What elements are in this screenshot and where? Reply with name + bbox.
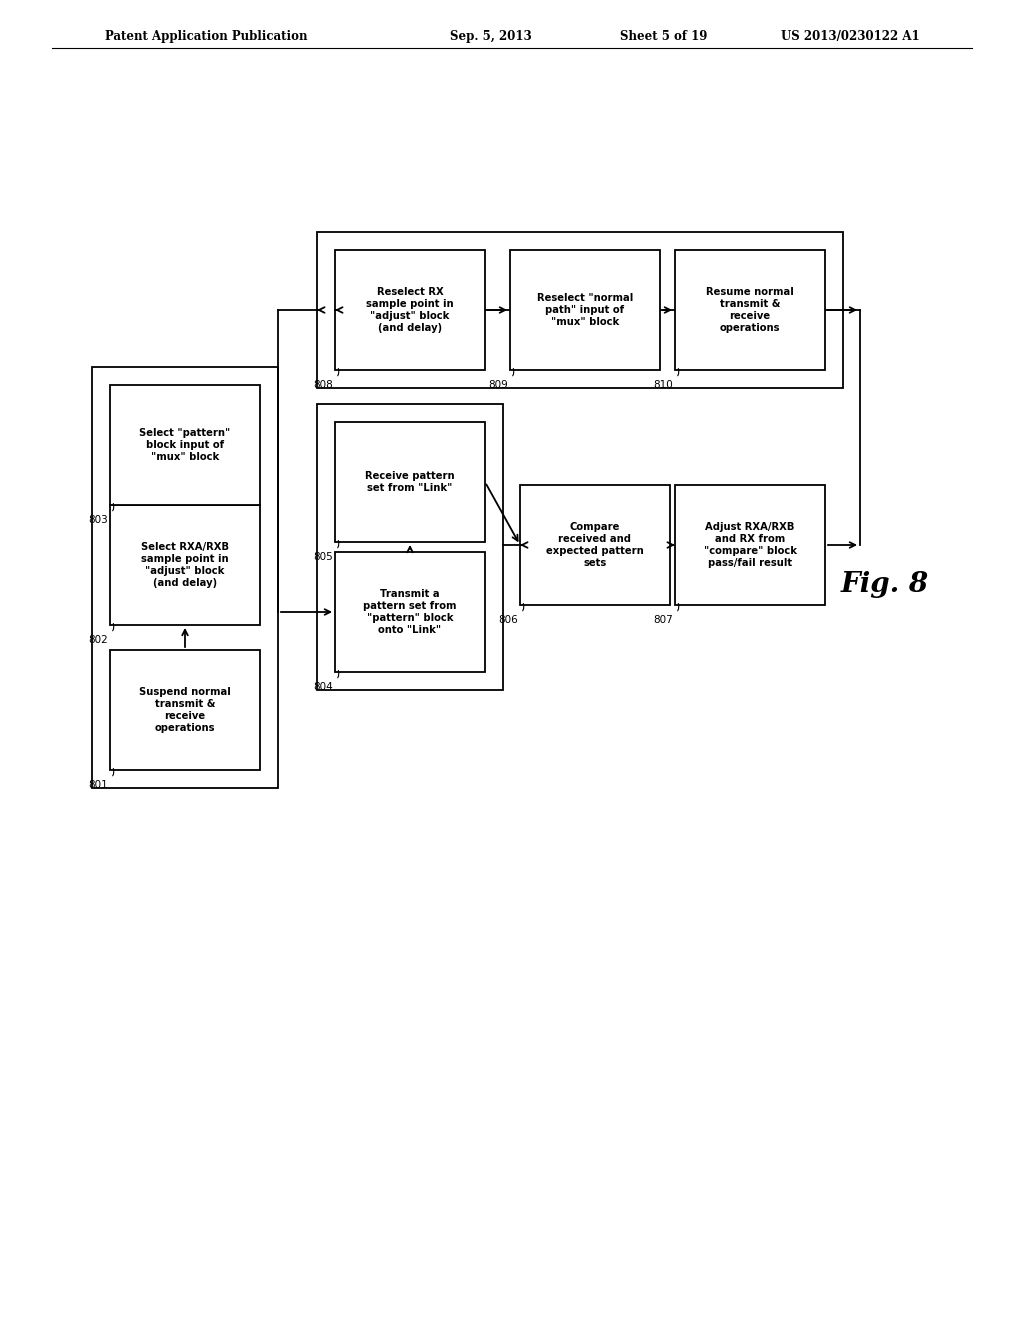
Text: 807: 807 [653,615,673,624]
Text: 810: 810 [653,380,673,389]
Text: Sheet 5 of 19: Sheet 5 of 19 [620,30,708,44]
Bar [335,422,485,543]
Text: Select "pattern"
block input of
"mux" block: Select "pattern" block input of "mux" bl… [139,428,230,462]
Text: 801: 801 [88,780,108,789]
Text: 803: 803 [88,515,108,525]
Text: 804: 804 [313,682,333,692]
Text: Reselect "normal
path" input of
"mux" block: Reselect "normal path" input of "mux" bl… [537,293,633,327]
Text: Fig. 8: Fig. 8 [841,572,929,598]
Bar [675,484,825,605]
Text: 808: 808 [313,380,333,389]
Bar [110,649,260,770]
Bar [317,232,843,388]
Bar [335,552,485,672]
Text: 809: 809 [488,380,508,389]
Bar [520,484,670,605]
Text: 806: 806 [499,615,518,624]
Text: Compare
received and
expected pattern
sets: Compare received and expected pattern se… [546,521,644,568]
Text: Select RXA/RXB
sample point in
"adjust" block
(and delay): Select RXA/RXB sample point in "adjust" … [141,543,229,587]
Text: Sep. 5, 2013: Sep. 5, 2013 [450,30,531,44]
Bar [675,249,825,370]
Text: Adjust RXA/RXB
and RX from
"compare" block
pass/fail result: Adjust RXA/RXB and RX from "compare" blo… [703,521,797,568]
Bar [317,404,503,690]
Bar [110,506,260,624]
Text: 802: 802 [88,635,108,645]
Text: Receive pattern
set from "Link": Receive pattern set from "Link" [366,471,455,492]
Bar [335,249,485,370]
Text: Transmit a
pattern set from
"pattern" block
onto "Link": Transmit a pattern set from "pattern" bl… [364,589,457,635]
Bar [92,367,278,788]
Bar [510,249,660,370]
Text: Patent Application Publication: Patent Application Publication [105,30,307,44]
Text: Resume normal
transmit &
receive
operations: Resume normal transmit & receive operati… [707,286,794,333]
Text: 805: 805 [313,552,333,562]
Bar [110,385,260,506]
Text: Reselect RX
sample point in
"adjust" block
(and delay): Reselect RX sample point in "adjust" blo… [367,286,454,333]
Text: Suspend normal
transmit &
receive
operations: Suspend normal transmit & receive operat… [139,686,230,733]
Text: US 2013/0230122 A1: US 2013/0230122 A1 [781,30,920,44]
